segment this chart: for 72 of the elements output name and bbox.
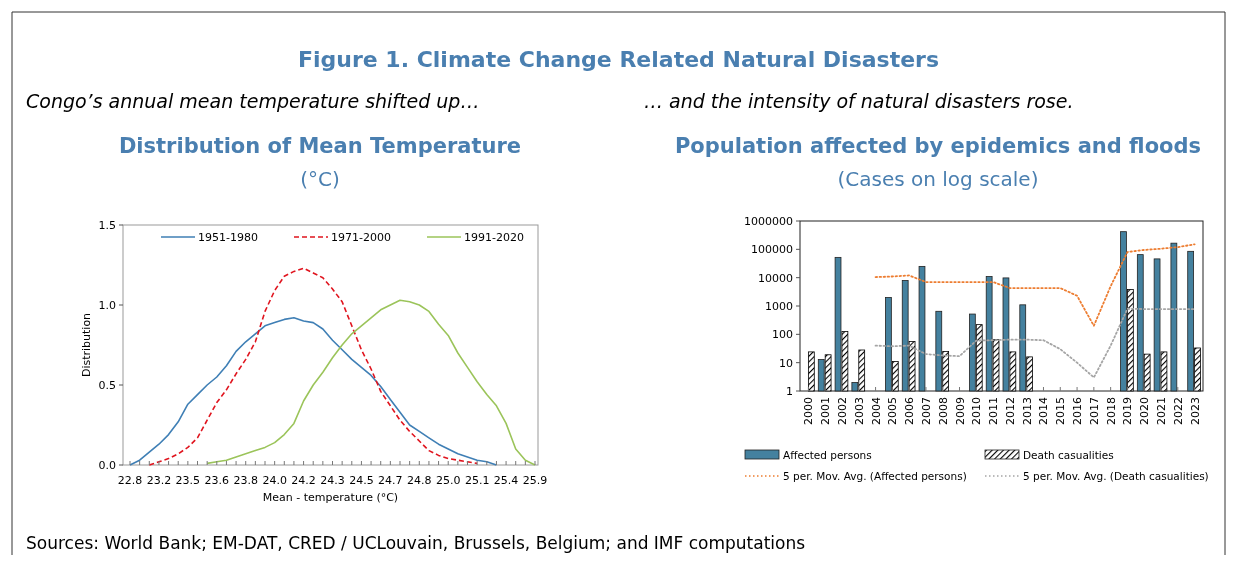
y-tick-label: 0.0	[98, 459, 116, 472]
chart-subtitle: (Cases on log scale)	[837, 167, 1039, 191]
legend-label: Affected persons	[783, 449, 872, 461]
chart-title: Population affected by epidemics and floods	[674, 134, 1202, 158]
line-series	[874, 243, 1196, 327]
line-series	[206, 299, 536, 466]
x-tick-label: 24.3	[320, 474, 345, 487]
x-tick-label: 2022	[1171, 397, 1185, 425]
y-tick-label: 1000	[765, 300, 793, 313]
x-tick-label: 24.5	[349, 474, 374, 487]
legend-label: 5 per. Mov. Avg. (Affected persons)	[783, 470, 967, 482]
x-tick-label: 2015	[1054, 397, 1068, 425]
x-tick-label: 2013	[1020, 397, 1034, 425]
legend-label: 1951-1980	[198, 231, 258, 244]
line-series	[129, 317, 498, 466]
y-tick-label: 1.5	[98, 219, 116, 232]
line-series	[874, 307, 1196, 379]
x-tick-label: 24.0	[262, 474, 287, 487]
x-tick-label: 23.5	[175, 474, 201, 487]
x-tick-label: 25.0	[435, 474, 461, 487]
x-axis-title: Mean - temperature (°C)	[262, 491, 399, 504]
y-tick-label: 100000	[751, 243, 793, 257]
x-tick-label: 2021	[1155, 397, 1169, 425]
y-axis-title: Distribution	[80, 312, 93, 378]
x-tick-label: 2005	[886, 397, 900, 425]
y-tick-label: 100	[772, 328, 793, 342]
x-tick-label: 2023	[1188, 397, 1202, 425]
x-tick-label: 2011	[987, 397, 1001, 425]
x-tick-label: 2019	[1121, 397, 1135, 425]
text: Congo’s annual mean temperature shifted up…	[26, 90, 480, 112]
y-tick-label: 10000	[758, 271, 793, 285]
x-tick-label: 2001	[819, 397, 833, 425]
x-tick-label: 25.9	[522, 474, 548, 487]
legend-label: Death casualities	[1023, 449, 1114, 461]
x-tick-label: 2020	[1138, 397, 1152, 425]
x-tick-label: 2006	[903, 397, 917, 425]
x-tick-label: 2000	[802, 397, 816, 425]
y-tick-label: 1.0	[98, 299, 116, 312]
line-series	[148, 267, 478, 466]
x-tick-label: 2018	[1104, 397, 1118, 425]
x-tick-label: 2017	[1087, 397, 1101, 425]
x-tick-label: 2009	[953, 397, 967, 425]
source-note: Sources: World Bank; EM-DAT, CRED / UCLouvain, Brussels, Belgium; and IMF computations	[26, 533, 806, 553]
x-tick-label: 24.7	[378, 474, 403, 487]
x-tick-label: 25.1	[464, 474, 490, 487]
chart-subtitle: (°C)	[300, 167, 340, 191]
x-tick-label: 25.4	[493, 474, 519, 487]
text: … and the intensity of natural disasters rose.	[644, 90, 1074, 112]
x-tick-label: 23.2	[146, 474, 172, 487]
legend-label: 5 per. Mov. Avg. (Death casualities)	[1023, 470, 1209, 482]
x-tick-label: 24.8	[407, 474, 432, 487]
y-tick-label: 10	[779, 356, 793, 370]
x-tick-label: 23.6	[204, 474, 230, 487]
x-tick-label: 2007	[919, 397, 933, 425]
x-tick-label: 2008	[936, 397, 950, 425]
y-tick-label: 1	[786, 385, 793, 398]
x-tick-label: 2014	[1037, 397, 1051, 425]
y-tick-label: 1000000	[744, 215, 793, 228]
y-tick-label: 0.5	[98, 379, 116, 392]
x-tick-label: 2002	[835, 397, 849, 425]
x-tick-label: 2016	[1071, 397, 1085, 425]
caption: Figure 1. Climate Change Related Natural Disasters	[297, 47, 940, 72]
x-tick-label: 2012	[1003, 397, 1017, 425]
legend-label: 1971-2000	[331, 231, 391, 244]
x-tick-label: 22.8	[117, 474, 143, 487]
legend-label: 1991-2020	[464, 231, 524, 244]
chart-title: Distribution of Mean Temperature	[118, 134, 522, 158]
x-tick-label: 2004	[869, 397, 883, 425]
x-tick-label: 2010	[970, 397, 984, 425]
x-tick-label: 23.8	[233, 474, 258, 487]
x-tick-label: 2003	[852, 397, 866, 425]
x-tick-label: 24.2	[291, 474, 316, 487]
